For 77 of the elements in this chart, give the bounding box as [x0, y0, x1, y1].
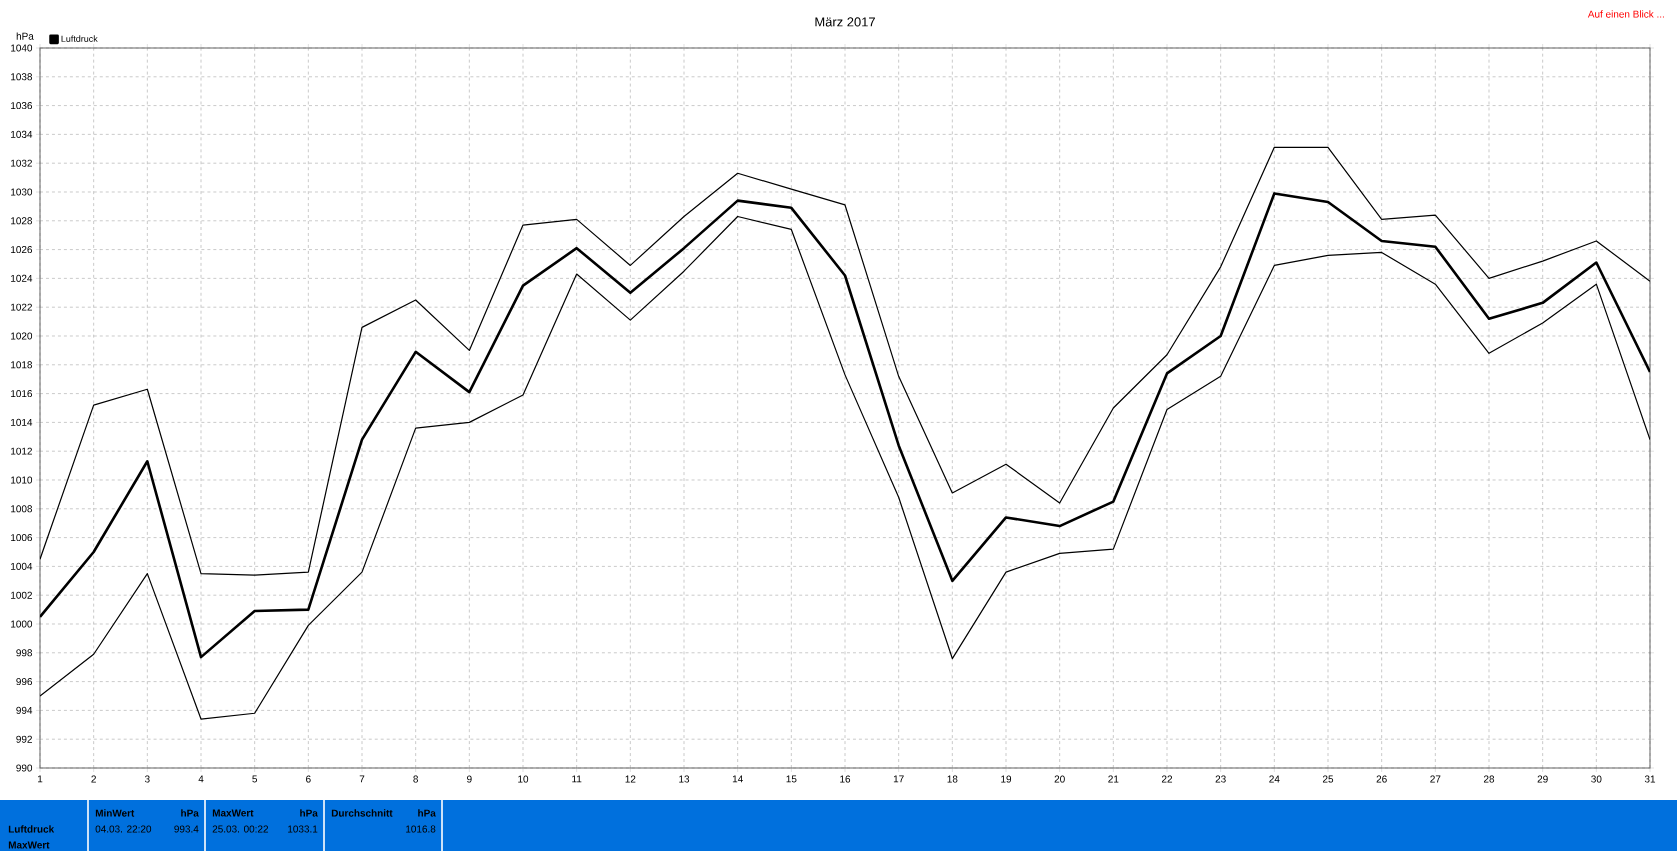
x-tick-label: 7 [359, 775, 365, 783]
text: hPa [181, 809, 199, 817]
x-tick-label: 2 [91, 775, 96, 783]
text: 04.03. 22:20 [95, 825, 152, 833]
x-tick-label: 26 [1376, 775, 1387, 783]
y-tick-label: 1030 [11, 188, 33, 196]
y-tick-label: 992 [16, 735, 32, 743]
x-tick-label: 12 [625, 775, 636, 783]
y-tick-label: 1012 [11, 447, 32, 455]
line-series [40, 146, 1650, 576]
x-tick-label: 11 [572, 775, 582, 783]
y-tick-label: 1038 [11, 73, 33, 81]
y-tick-label: 1036 [11, 102, 33, 110]
x-tick-label: 15 [786, 775, 797, 783]
y-tick-label: 1016 [11, 390, 33, 398]
x-tick-label: 9 [467, 775, 472, 783]
text: 1016.8 [406, 825, 436, 833]
y-tick-label: 1028 [11, 217, 33, 225]
x-tick-label: 1 [38, 775, 43, 783]
x-tick-label: 23 [1215, 775, 1226, 783]
x-tick-label: 4 [198, 775, 204, 783]
x-tick-label: 17 [893, 775, 904, 783]
x-tick-label: 22 [1161, 775, 1173, 783]
y-tick-label: 1000 [11, 620, 33, 628]
y-tick-label: 1020 [11, 332, 33, 340]
y-tick-label: 990 [16, 764, 33, 772]
text: MaxWert [212, 809, 254, 817]
text: Luftdruck [8, 825, 55, 833]
y-tick-label: 1006 [11, 534, 33, 542]
text: hPa [418, 809, 436, 817]
x-tick-label: 31 [1644, 775, 1656, 783]
text: Durchschnitt [331, 809, 393, 817]
y-tick-label: 1034 [11, 130, 33, 138]
y-tick-label: 1002 [11, 591, 32, 599]
y-tick-label: 1040 [11, 44, 33, 52]
x-tick-label: 28 [1483, 775, 1495, 783]
x-tick-label: 29 [1537, 775, 1548, 783]
x-tick-label: 13 [679, 775, 690, 783]
x-tick-label: 16 [840, 775, 851, 783]
x-tick-label: 25 [1322, 775, 1334, 783]
y-tick-label: 1014 [11, 418, 33, 426]
x-tick-label: 3 [144, 775, 150, 783]
legend-label: Luftdruck [61, 35, 98, 42]
y-tick-label: 1032 [11, 159, 32, 167]
x-tick-label: 10 [518, 775, 529, 783]
y-tick-label: 1024 [11, 274, 33, 282]
text: 993.4 [174, 825, 199, 833]
x-tick-label: 19 [1001, 775, 1012, 783]
text: MinWert [95, 809, 135, 817]
x-tick-label: 18 [947, 775, 958, 783]
x-tick-label: 6 [306, 775, 311, 783]
x-tick-label: 8 [413, 775, 419, 783]
line-series [40, 215, 1650, 720]
y-tick-label: 1022 [11, 303, 32, 311]
y-tick-label: 1026 [11, 246, 33, 254]
line-series [40, 192, 1650, 659]
x-tick-label: 30 [1591, 775, 1602, 783]
y-tick-label: 1008 [11, 505, 33, 513]
y-tick-label: 1018 [11, 361, 33, 369]
text: 1033.1 [288, 825, 318, 833]
text: MaxWert [8, 841, 50, 849]
x-tick-label: 27 [1430, 775, 1441, 783]
chart-title: März 2017 [815, 17, 875, 27]
text: 25.03. 00:22 [212, 825, 269, 833]
y-tick-label: 996 [16, 678, 33, 686]
y-tick-label: 1004 [11, 562, 33, 570]
y-axis-title: hPa [16, 32, 34, 40]
y-tick-label: 994 [16, 706, 33, 714]
x-tick-label: 14 [732, 775, 743, 783]
x-tick-label: 20 [1054, 775, 1065, 783]
text: hPa [300, 809, 318, 817]
x-tick-label: 21 [1108, 775, 1119, 783]
text: Auf einen Blick ... [1587, 10, 1664, 18]
y-tick-label: 998 [16, 649, 33, 657]
y-tick-label: 1010 [11, 476, 33, 484]
x-tick-label: 24 [1269, 775, 1280, 783]
x-tick-label: 5 [252, 775, 258, 783]
